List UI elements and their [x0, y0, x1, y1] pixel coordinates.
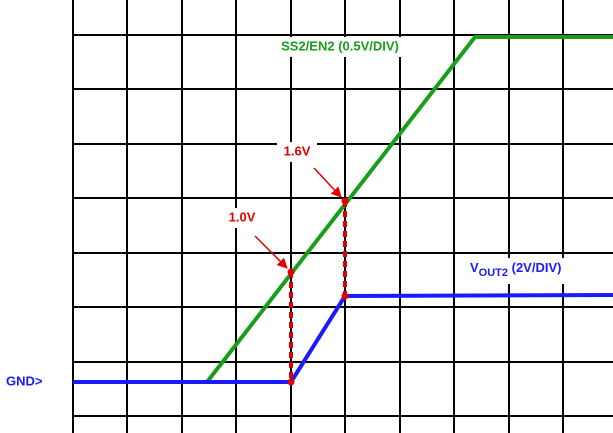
vout-sub: OUT2: [479, 267, 508, 279]
label-bg: [252, 37, 428, 57]
marker-dot: [341, 197, 349, 205]
voltage-label: 1.0V: [229, 209, 256, 224]
label-bg: [277, 142, 317, 162]
grid: [72, 0, 613, 433]
marker-dot: [287, 268, 295, 276]
arrow: [254, 235, 288, 269]
arrow: [313, 167, 342, 198]
voltage-label: 1.6V: [284, 143, 311, 158]
gnd-label: GND>: [6, 373, 43, 388]
vout-suffix: (2V/DIV): [508, 260, 561, 275]
vout-main: V: [470, 260, 479, 275]
vout-label: VOUT2 (2V/DIV): [470, 260, 561, 278]
marker-dot: [287, 378, 295, 386]
marker-dot: [341, 292, 349, 300]
vout-trace: [73, 293, 613, 384]
ss2-label: SS2/EN2 (0.5V/DIV): [281, 38, 399, 53]
label-bg: [465, 258, 603, 284]
label-bg: [222, 208, 262, 228]
